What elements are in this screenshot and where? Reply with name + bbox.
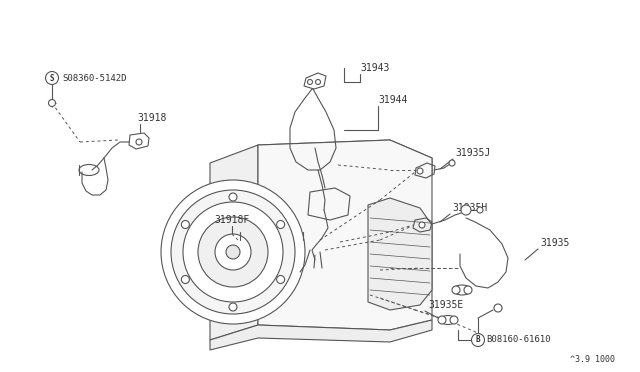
Circle shape bbox=[183, 202, 283, 302]
Text: B: B bbox=[476, 336, 480, 344]
Circle shape bbox=[171, 190, 295, 314]
Circle shape bbox=[417, 168, 423, 174]
Circle shape bbox=[181, 221, 189, 228]
Text: 31935J: 31935J bbox=[455, 148, 490, 158]
Polygon shape bbox=[210, 320, 432, 350]
Circle shape bbox=[316, 80, 321, 84]
Polygon shape bbox=[210, 145, 258, 340]
Circle shape bbox=[161, 180, 305, 324]
Polygon shape bbox=[368, 198, 432, 310]
Circle shape bbox=[494, 304, 502, 312]
Circle shape bbox=[229, 193, 237, 201]
Text: 31944: 31944 bbox=[378, 95, 408, 105]
Polygon shape bbox=[258, 140, 432, 175]
Circle shape bbox=[461, 205, 471, 215]
Text: 31943: 31943 bbox=[360, 63, 389, 73]
Circle shape bbox=[477, 207, 483, 213]
Text: 31918F: 31918F bbox=[214, 215, 249, 225]
Circle shape bbox=[215, 234, 251, 270]
Circle shape bbox=[472, 334, 484, 346]
Text: 31935H: 31935H bbox=[452, 203, 487, 213]
Circle shape bbox=[226, 245, 240, 259]
Circle shape bbox=[449, 160, 455, 166]
Circle shape bbox=[276, 221, 285, 228]
Text: S: S bbox=[50, 74, 54, 83]
Circle shape bbox=[198, 217, 268, 287]
Polygon shape bbox=[258, 140, 432, 330]
Circle shape bbox=[136, 139, 142, 145]
Circle shape bbox=[49, 99, 56, 106]
Text: B08160-61610: B08160-61610 bbox=[486, 336, 550, 344]
Circle shape bbox=[45, 71, 58, 84]
Text: 31935E: 31935E bbox=[428, 300, 463, 310]
Circle shape bbox=[452, 286, 460, 294]
Circle shape bbox=[181, 276, 189, 283]
Text: ^3.9 1000: ^3.9 1000 bbox=[570, 356, 615, 365]
Circle shape bbox=[464, 286, 472, 294]
Text: 31935: 31935 bbox=[540, 238, 570, 248]
Text: S08360-5142D: S08360-5142D bbox=[62, 74, 127, 83]
Circle shape bbox=[307, 80, 312, 84]
Text: 31918: 31918 bbox=[137, 113, 166, 123]
Circle shape bbox=[438, 316, 446, 324]
Circle shape bbox=[229, 303, 237, 311]
Circle shape bbox=[450, 316, 458, 324]
Circle shape bbox=[419, 222, 425, 228]
Circle shape bbox=[276, 276, 285, 283]
